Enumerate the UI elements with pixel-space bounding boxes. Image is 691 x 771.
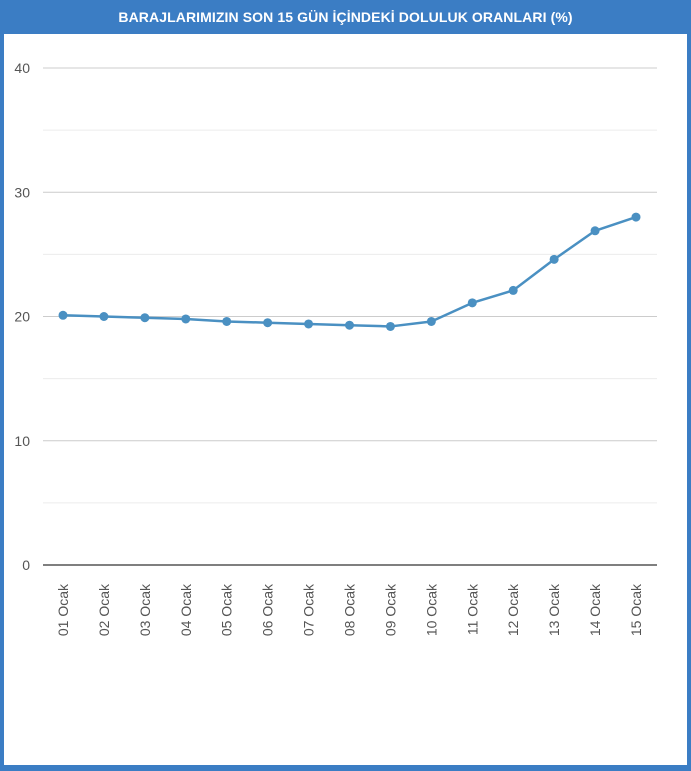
data-point [140,313,150,323]
data-point [304,319,314,329]
data-point [263,318,273,328]
x-tick-label: 11 Ocak [464,583,480,635]
data-point [345,320,354,330]
y-tick-label: 20 [14,309,30,325]
data-point [385,321,395,331]
y-tick-label: 30 [14,184,30,200]
x-tick-label: 07 Ocak [301,583,317,636]
y-tick-label: 10 [14,433,30,449]
data-point [426,316,436,326]
data-point [99,312,109,321]
x-tick-label: 15 Ocak [628,583,644,636]
data-point [508,285,518,295]
data-point [181,314,191,324]
x-tick-label: 09 Ocak [382,583,398,636]
y-axis: 0 10 20 30 40 [14,60,30,573]
y-tick-label: 0 [22,557,30,573]
x-tick-label: 02 Ocak [96,583,112,636]
x-tick-label: 12 Ocak [505,583,521,636]
x-tick-label: 05 Ocak [219,583,235,636]
x-tick-label: 01 Ocak [55,583,71,636]
x-tick-label: 06 Ocak [260,583,276,636]
data-point [549,254,559,264]
x-tick-label: 14 Ocak [587,583,603,636]
gridlines [43,67,657,566]
data-point [590,226,600,236]
series-line [61,215,638,328]
data-point [222,316,232,326]
x-tick-label: 13 Ocak [546,583,562,636]
x-axis: 01 Ocak 02 Ocak 03 Ocak 04 Ocak 05 Ocak 06 Oc… [55,583,644,636]
x-tick-label: 10 Ocak [423,583,439,636]
y-tick-label: 40 [14,60,30,76]
series [58,212,641,331]
data-point [58,310,68,320]
x-tick-label: 03 Ocak [137,583,153,636]
data-point [631,212,641,222]
data-point [467,298,477,308]
x-tick-label: 04 Ocak [178,583,194,636]
x-tick-label: 08 Ocak [342,583,358,636]
chart-title: BARAJLARIMIZIN SON 15 GÜN İÇİNDEKİ DOLUL… [0,0,691,34]
